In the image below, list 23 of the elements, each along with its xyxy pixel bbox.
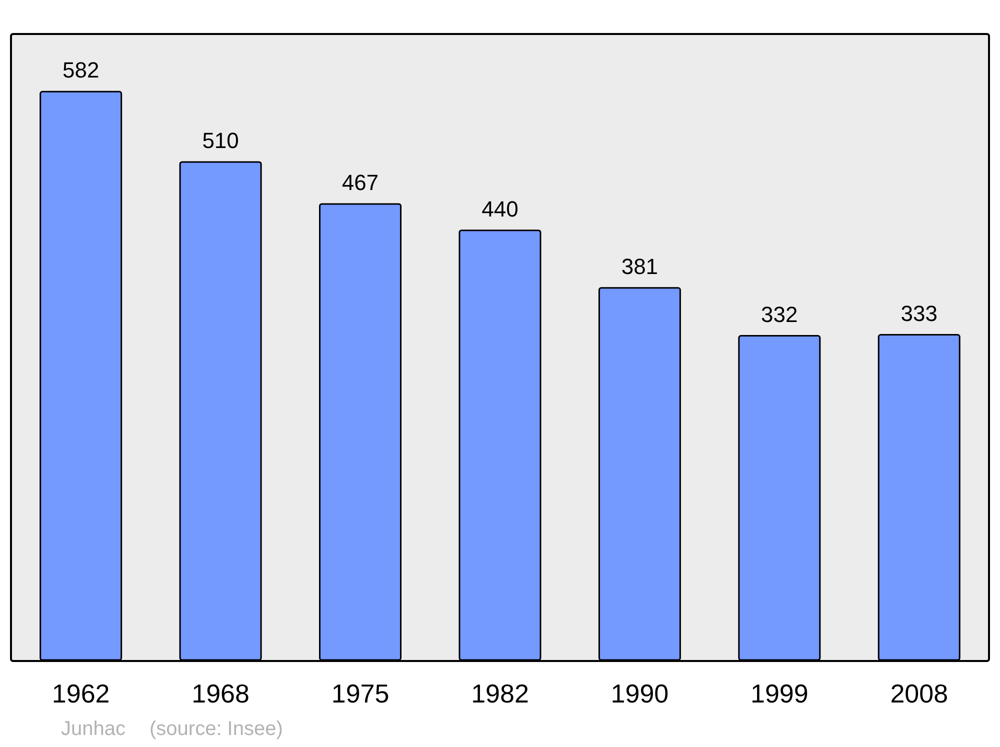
bar: [319, 203, 402, 660]
bar: [738, 335, 821, 660]
bar: [458, 230, 542, 660]
x-tick-label: 1962: [52, 678, 110, 708]
x-tick-label: 1975: [331, 678, 390, 708]
x-tick-label: 1982: [471, 678, 529, 708]
data-label: 510: [202, 128, 239, 153]
bar: [179, 161, 262, 660]
data-label: 332: [761, 302, 798, 327]
x-tick-label: 1999: [750, 678, 808, 708]
bar: [878, 334, 960, 660]
data-label: 381: [621, 254, 658, 279]
data-label: 467: [342, 170, 379, 195]
x-tick-label: 1990: [610, 678, 669, 708]
text: Junhac: [61, 718, 126, 740]
bar: [598, 287, 681, 660]
x-tick-label: 2008: [890, 678, 948, 708]
text: (source: Insee): [150, 718, 283, 740]
data-label: 333: [900, 300, 938, 326]
bar: [40, 90, 122, 660]
x-tick-label: 1968: [192, 678, 250, 708]
data-label: 582: [62, 58, 100, 83]
data-label: 440: [482, 196, 518, 222]
